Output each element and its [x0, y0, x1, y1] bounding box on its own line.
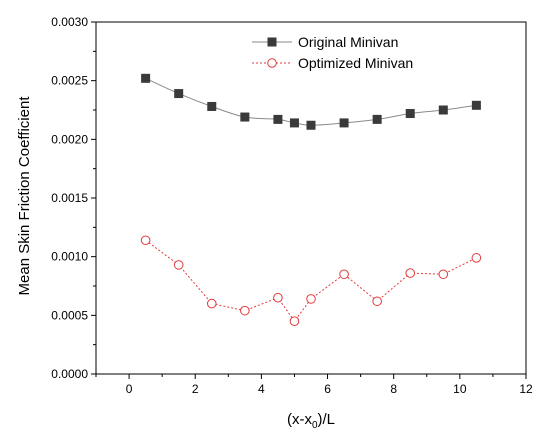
y-tick-label: 0.0015 — [51, 191, 88, 205]
data-point — [405, 109, 415, 119]
legend-label: Optimized Minivan — [298, 55, 413, 71]
data-point — [240, 305, 250, 316]
data-point — [240, 112, 250, 122]
data-point — [306, 294, 316, 304]
series — [140, 73, 482, 327]
series-1 — [140, 235, 482, 327]
series-line — [145, 239, 477, 323]
data-point — [173, 260, 184, 270]
legend-entry: Original Minivan — [252, 34, 398, 50]
y-tick-label: 0.0005 — [51, 308, 88, 322]
data-point — [339, 118, 349, 128]
legend: Original Minivan Optimized Minivan — [252, 34, 413, 71]
data-point — [372, 296, 382, 307]
series-line — [145, 77, 477, 126]
legend-marker — [267, 58, 277, 68]
series-0 — [141, 73, 481, 130]
x-axis-label: (x-x0)/L — [287, 411, 335, 431]
legend-entry: Optimized Minivan — [252, 55, 413, 71]
plot-frame — [95, 21, 527, 375]
data-point — [141, 73, 151, 83]
y-tick-label: 0.0025 — [51, 74, 88, 88]
x-axis-label-subscript: 0 — [312, 420, 318, 431]
y-axis-label: Mean Skin Friction Coefficient — [16, 96, 33, 296]
x-tick-label: 4 — [258, 382, 265, 396]
y-tick-label: 0.0030 — [51, 15, 88, 29]
data-point — [471, 100, 481, 110]
x-tick-label: 2 — [192, 382, 199, 396]
data-point — [438, 269, 449, 280]
x-tick-label: 12 — [519, 382, 533, 396]
y-tick-label: 0.0020 — [51, 132, 88, 146]
y-tick-label: 0.0010 — [51, 250, 88, 264]
data-point — [372, 114, 382, 124]
data-point — [273, 114, 283, 124]
x-axis-label-suffix: )/L — [318, 411, 336, 428]
data-point — [405, 268, 416, 278]
y-tick-label: 0.0000 — [51, 367, 88, 381]
data-point — [306, 120, 316, 130]
x-tick-label: 6 — [324, 382, 331, 396]
ticks: 0 2 4 6 8 10 12 0.0000 0.0005 0.0010 0.0015 0.0020 0… — [51, 15, 533, 396]
legend-label: Original Minivan — [298, 34, 398, 50]
x-tick-label: 0 — [126, 382, 133, 396]
legend-marker — [267, 37, 277, 47]
data-point — [206, 298, 217, 309]
data-point — [438, 105, 448, 115]
data-point — [174, 89, 184, 99]
x-tick-label: 10 — [453, 382, 467, 396]
data-point — [289, 316, 300, 327]
data-point — [273, 292, 283, 303]
x-tick-label: 8 — [390, 382, 397, 396]
data-point — [289, 118, 299, 128]
data-point — [339, 269, 349, 280]
x-axis-label-main: (x-x — [287, 411, 312, 428]
data-point — [471, 253, 482, 263]
axes — [95, 21, 527, 375]
data-point — [140, 235, 151, 246]
data-point — [207, 101, 217, 111]
